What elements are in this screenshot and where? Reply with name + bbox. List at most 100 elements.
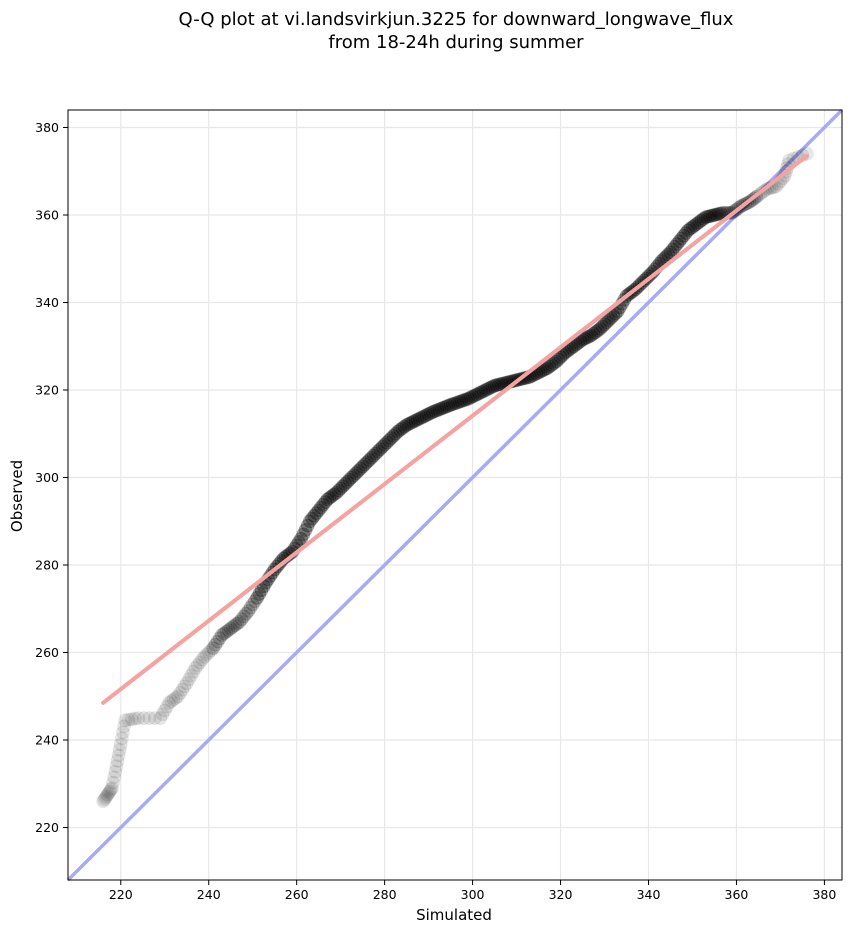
quantile-point <box>450 395 465 410</box>
quantile-point <box>467 388 482 403</box>
quantile-point <box>351 463 366 478</box>
quantile-point <box>368 446 383 461</box>
quantile-point <box>173 685 188 700</box>
quantile-point <box>434 401 449 416</box>
quantile-point <box>234 612 249 627</box>
quantile-point <box>586 326 601 341</box>
quantile-point <box>232 614 247 629</box>
quantile-point <box>670 236 685 251</box>
quantile-point <box>406 414 421 429</box>
quantile-point <box>705 208 720 223</box>
quantile-point <box>417 409 432 424</box>
quantile-point <box>223 621 238 636</box>
quantile-point <box>340 474 355 489</box>
y-tick-label: 240 <box>35 733 59 748</box>
quantile-point <box>104 781 119 796</box>
y-tick-label: 260 <box>35 645 59 660</box>
quantile-point <box>709 207 724 222</box>
quantile-point <box>584 328 599 343</box>
quantile-point <box>483 380 498 395</box>
quantile-point <box>324 489 339 504</box>
quantile-point <box>421 407 436 422</box>
quantile-point <box>108 764 123 779</box>
quantile-point <box>540 361 555 376</box>
quantile-point <box>454 394 469 409</box>
quantile-point <box>579 330 594 345</box>
quantile-point <box>147 711 162 726</box>
quantile-point <box>667 239 682 254</box>
quantile-point <box>305 511 320 526</box>
quantile-point <box>206 641 221 656</box>
quantile-point <box>546 356 561 371</box>
x-tick-label: 240 <box>197 887 221 902</box>
quantile-point <box>252 586 267 601</box>
quantile-point <box>179 676 194 691</box>
y-tick-label: 220 <box>35 820 59 835</box>
y-tick-label: 300 <box>35 470 59 485</box>
quantile-point <box>302 514 317 529</box>
quantile-point <box>201 645 216 660</box>
quantile-point <box>364 450 379 465</box>
quantile-point <box>236 609 251 624</box>
quantile-point <box>318 495 333 510</box>
quantile-point <box>555 348 570 362</box>
quantile-point <box>566 339 581 354</box>
quantile-point <box>461 391 476 406</box>
quantile-point <box>294 531 309 546</box>
fit-line-overlay <box>101 153 809 705</box>
quantile-point <box>782 153 797 168</box>
quantile-point <box>307 508 322 523</box>
quantile-point <box>419 408 434 423</box>
quantile-point <box>362 453 377 467</box>
quantile-points <box>96 146 814 809</box>
quantile-point <box>489 378 504 393</box>
quantile-point <box>166 692 181 707</box>
quantile-point <box>181 672 196 687</box>
quantile-point <box>121 712 136 727</box>
quantile-point <box>390 424 405 439</box>
quantile-point <box>399 418 414 432</box>
quantile-point <box>384 431 399 446</box>
quantile-point <box>485 379 500 394</box>
quantile-point <box>142 711 157 726</box>
quantile-point <box>136 711 151 726</box>
quantile-point <box>410 412 425 427</box>
quantile-point <box>595 319 610 334</box>
quantile-point <box>711 206 726 221</box>
quantile-point <box>101 786 116 801</box>
y-axis-ticks: 220 240 260 280 300 320 340 360 380 <box>35 120 68 835</box>
quantile-point <box>217 626 232 641</box>
x-tick-label: 320 <box>549 887 573 902</box>
quantile-point <box>443 397 458 412</box>
quantile-point <box>549 354 564 369</box>
quantile-point <box>379 435 394 450</box>
quantile-point <box>298 523 313 537</box>
quantile-point <box>388 426 403 441</box>
quantile-point <box>210 634 225 649</box>
quantile-point <box>124 712 139 727</box>
quantile-point <box>106 775 121 790</box>
y-tick-label: 340 <box>35 295 59 310</box>
quantile-point <box>103 782 118 797</box>
quantile-point <box>597 317 612 332</box>
quantile-point <box>114 731 129 746</box>
quantile-point <box>463 390 478 405</box>
quantile-point <box>322 490 337 505</box>
quantile-point <box>553 350 568 365</box>
chart-title-line-1: Q-Q plot at vi.landsvirkjun.3225 for dow… <box>179 9 734 30</box>
quantile-point <box>698 210 713 225</box>
quantile-point <box>327 487 342 502</box>
quantile-point <box>476 384 491 399</box>
quantile-point <box>432 402 447 417</box>
quantile-point <box>349 466 364 481</box>
quantile-point <box>588 325 603 340</box>
quantile-point <box>577 331 592 346</box>
quantile-point <box>360 455 375 470</box>
y-axis-label: Observed <box>8 460 26 532</box>
quantile-point <box>458 392 473 407</box>
quantile-point <box>448 396 462 411</box>
quantile-point <box>168 690 183 705</box>
quantile-point <box>590 323 605 338</box>
quantile-point <box>676 228 691 243</box>
quantile-point <box>170 689 185 704</box>
